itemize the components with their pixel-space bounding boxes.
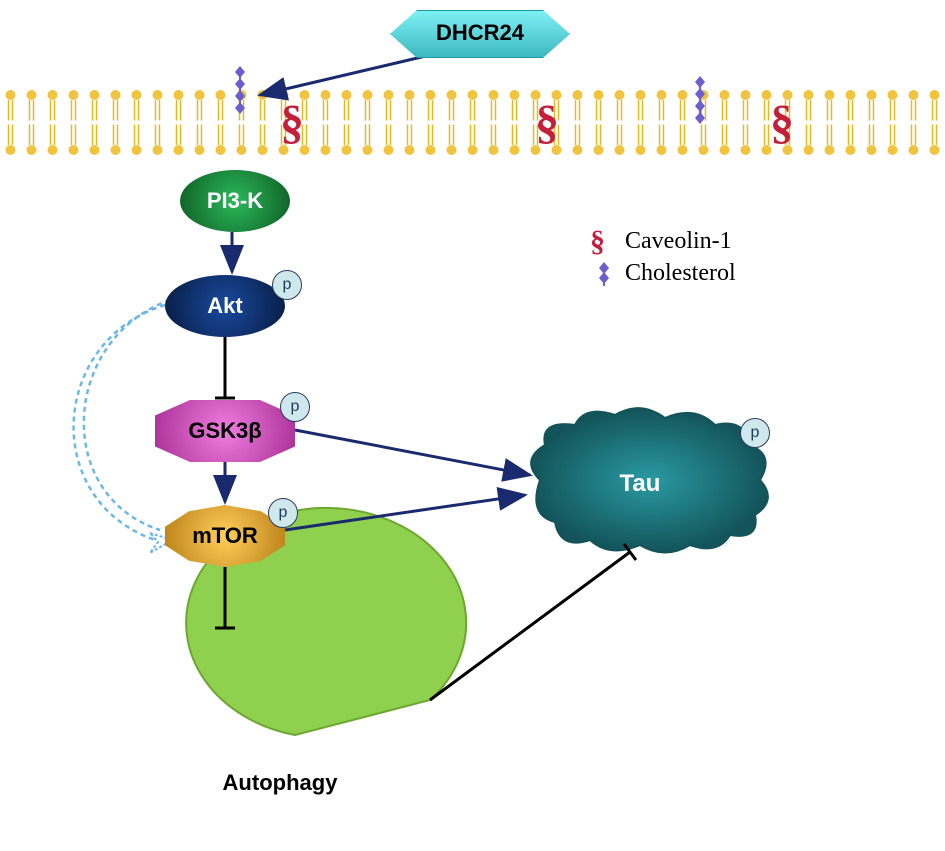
edge-akt-mtor-feedback	[74, 305, 165, 540]
phospho-badge: p	[268, 498, 298, 528]
phospho-badge: p	[272, 270, 302, 300]
legend-caveolin-symbol: §	[590, 225, 605, 259]
membrane	[6, 90, 940, 155]
phospho-badge: p	[280, 392, 310, 422]
caveolin-symbol: §	[535, 95, 559, 150]
caveolin-symbol: §	[770, 95, 794, 150]
legend-cholesterol-symbol	[590, 262, 618, 290]
legend-caveolin-label: Caveolin-1	[625, 228, 732, 255]
caveolin-symbol: §	[280, 95, 304, 150]
diagram-canvas	[0, 0, 945, 851]
pi3k-node	[180, 170, 290, 232]
akt-node	[165, 275, 285, 337]
edge-gsk3b-tau	[295, 430, 530, 475]
gsk3b-node	[155, 400, 295, 462]
phospho-badge: p	[740, 418, 770, 448]
tau-node	[531, 408, 768, 552]
legend-cholesterol-label: Cholesterol	[625, 260, 736, 287]
dhcr24-node	[390, 10, 570, 58]
edge-dhcr24-membrane	[260, 55, 430, 95]
